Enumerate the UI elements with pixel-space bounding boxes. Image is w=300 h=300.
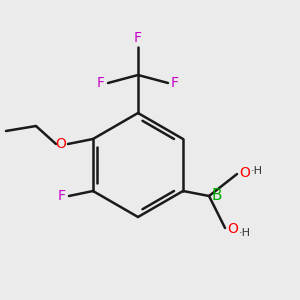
Text: F: F <box>134 31 142 45</box>
Text: B: B <box>211 188 221 203</box>
Text: F: F <box>97 76 105 90</box>
Text: O: O <box>55 137 66 151</box>
Text: F: F <box>58 189 66 203</box>
Text: F: F <box>171 76 179 90</box>
Text: O: O <box>239 166 250 180</box>
Text: ·H: ·H <box>239 228 251 238</box>
Text: O: O <box>227 222 238 236</box>
Text: ·H: ·H <box>251 166 263 176</box>
